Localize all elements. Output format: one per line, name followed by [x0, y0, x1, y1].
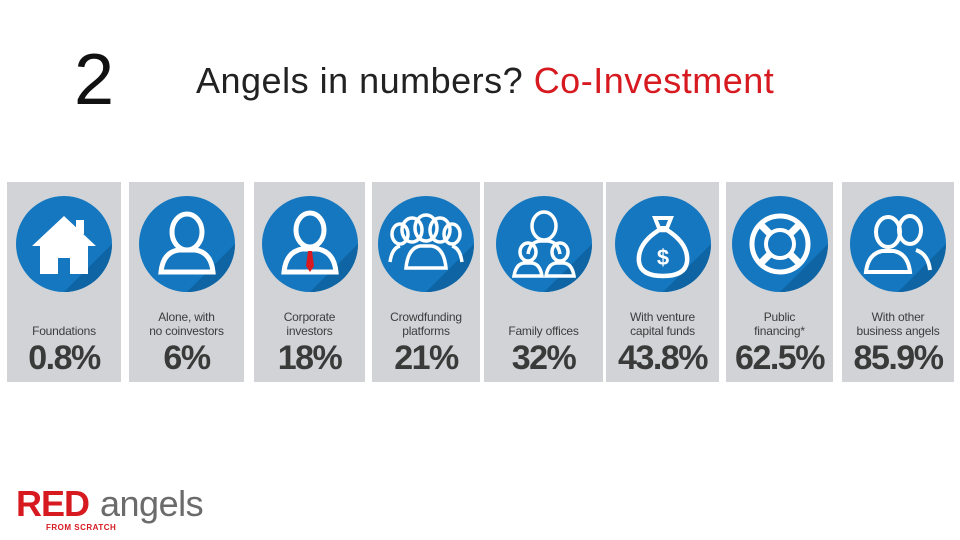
card-crowdfunding: Crowdfunding platforms 21% — [372, 182, 480, 382]
money-bag-icon: $ — [614, 196, 711, 292]
card-value: 18% — [277, 339, 343, 377]
card-label: Alone, with no coinvestors — [149, 310, 224, 338]
title-main: Angels in numbers? — [196, 60, 534, 101]
card-value: 62.5% — [735, 339, 825, 377]
logo-angels-text: angels — [100, 483, 204, 524]
card-business-angels: With other business angels 85.9% — [842, 182, 954, 382]
slide-title: Angels in numbers? Co-Investment — [196, 60, 774, 102]
lifebuoy-icon — [731, 196, 828, 292]
logo-red-text: RED — [16, 483, 90, 524]
svg-text:$: $ — [656, 245, 668, 270]
card-label: Foundations — [32, 324, 96, 338]
person-with-tie-icon — [261, 196, 358, 292]
card-label: Family offices — [508, 324, 579, 338]
logo-subtitle: FROM SCRATCH — [46, 523, 117, 532]
title-accent: Co-Investment — [533, 60, 775, 101]
card-corporate: Corporate investors 18% — [254, 182, 365, 382]
card-value: 6% — [163, 339, 211, 377]
card-label: Corporate investors — [283, 310, 336, 338]
card-label: Public financing* — [754, 310, 805, 338]
card-label: With venture capital funds — [630, 310, 695, 338]
card-value: 85.9% — [853, 339, 944, 377]
two-people-icon — [850, 196, 946, 292]
house-icon — [16, 196, 112, 292]
family-icon — [495, 196, 592, 292]
single-person-icon — [138, 196, 235, 292]
crowd-icon — [378, 196, 474, 292]
card-family-offices: Family offices 32% — [484, 182, 603, 382]
card-value: 0.8% — [28, 339, 101, 377]
card-value: 32% — [511, 339, 577, 377]
slide-number: 2 — [74, 40, 115, 120]
redangels-logo: RED angels FROM SCRATCH — [16, 486, 216, 536]
card-alone: Alone, with no coinvestors 6% — [129, 182, 244, 382]
card-value: 43.8% — [618, 339, 708, 377]
card-label: With other business angels — [856, 310, 940, 338]
card-venture-capital: $ With venture capital funds 43.8% — [606, 182, 719, 382]
card-public-financing: Public financing* 62.5% — [726, 182, 833, 382]
card-label: Crowdfunding platforms — [390, 310, 462, 338]
card-value: 21% — [394, 339, 459, 377]
card-foundations: Foundations 0.8% — [7, 182, 121, 382]
